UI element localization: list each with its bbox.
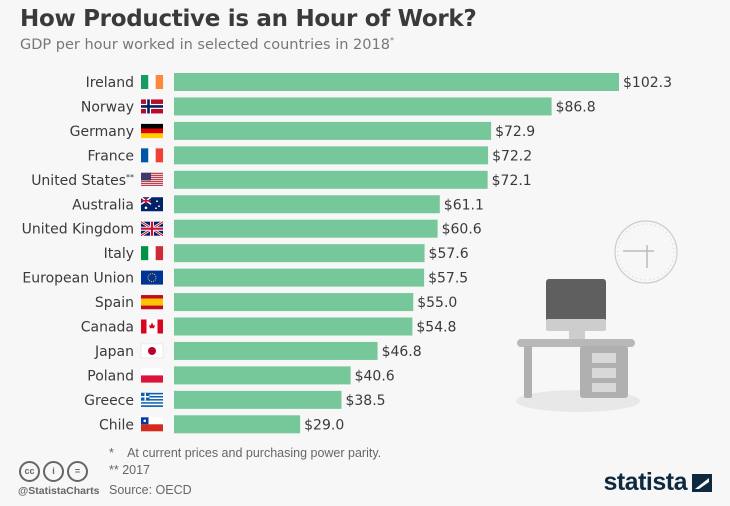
bar (174, 219, 438, 238)
value-label: $60.6 (442, 222, 482, 238)
flag-gb-icon (140, 220, 164, 237)
bar-row: European Union $57.5 (22, 268, 468, 287)
flag-ie-icon (141, 75, 164, 89)
chart-title: How Productive is an Hour of Work? (20, 6, 477, 32)
flag-fr-icon (141, 148, 164, 163)
bar-row: United States** $72.1 (31, 170, 532, 189)
value-label: $102.3 (623, 75, 672, 91)
chart-subtitle: GDP per hour worked in selected countrie… (20, 36, 394, 53)
category-label: Poland (87, 368, 134, 384)
bar (174, 366, 351, 385)
bar (174, 293, 414, 312)
flag-es-icon (141, 295, 163, 310)
bar (174, 170, 488, 189)
category-label: Ireland (86, 75, 134, 91)
value-label: $72.2 (492, 148, 532, 164)
category-label: Canada (81, 320, 134, 336)
bar-row: Greece $38.5 (84, 390, 386, 409)
bar-row: Japan $46.8 (94, 341, 422, 360)
flag-gr-icon (141, 392, 163, 407)
subtitle-text: GDP per hour worked in selected countrie… (20, 36, 390, 53)
bar-row: United Kingdom $60.6 (22, 219, 482, 238)
bar (174, 121, 492, 140)
bar-row: Germany $72.9 (70, 121, 535, 140)
value-label: $46.8 (382, 344, 422, 360)
value-label: $40.6 (355, 368, 395, 384)
bar (174, 244, 425, 263)
flag-ca-icon (141, 319, 163, 334)
footnote-marker: ** (126, 173, 134, 182)
subtitle-footnote-marker: * (389, 36, 394, 45)
bar (174, 97, 552, 116)
bar-row: Ireland $102.3 (86, 73, 672, 91)
desk-icon (516, 279, 640, 412)
desk-illustration (516, 220, 678, 412)
bar (174, 195, 440, 214)
value-label: $57.6 (429, 246, 469, 262)
bar (174, 73, 619, 91)
flag-pl-icon (141, 368, 163, 383)
clock-icon (614, 220, 678, 284)
flag-it-icon (141, 246, 164, 261)
value-label: $72.1 (492, 173, 532, 189)
bar-row: Chile $29.0 (99, 415, 344, 434)
flag-no-icon (141, 99, 163, 114)
bar (174, 415, 301, 434)
attribution-icon[interactable]: i (43, 461, 64, 482)
category-label: France (87, 148, 134, 164)
value-label: $38.5 (345, 393, 385, 409)
category-label: United States** (31, 173, 134, 189)
category-label: Greece (84, 393, 134, 409)
bar (174, 317, 413, 336)
category-label: Italy (104, 246, 134, 262)
bar (174, 268, 425, 287)
bar-chart: Ireland $102.3 Norway $86.8 Germany $72.9 Fran… (22, 73, 678, 434)
bar-row: Spain $55.0 (95, 293, 457, 312)
category-label: Norway (81, 99, 134, 115)
bar-row: Australia $61.1 (72, 195, 484, 214)
footnote-2017: ** 2017 (109, 463, 151, 477)
flag-us-icon (141, 172, 163, 186)
twitter-handle[interactable]: @StatistaCharts (18, 485, 100, 497)
value-label: $72.9 (495, 124, 535, 140)
bar (174, 390, 342, 409)
bar (174, 341, 378, 360)
flag-cl-icon (141, 417, 163, 432)
category-label: Germany (70, 124, 134, 140)
value-label: $86.8 (556, 99, 596, 115)
bar-row: Italy $57.6 (104, 244, 469, 263)
bar-row: Poland $40.6 (87, 366, 395, 385)
value-label: $57.5 (428, 271, 468, 287)
bar-row: France $72.2 (87, 146, 532, 165)
category-label: Australia (72, 197, 134, 213)
flag-eu-icon (141, 270, 163, 285)
category-label: Chile (99, 417, 134, 433)
statista-logo[interactable]: statista (603, 468, 712, 497)
footnote-prices: * At current prices and purchasing power… (109, 446, 382, 460)
category-label: United Kingdom (22, 222, 134, 238)
category-label: European Union (22, 271, 134, 287)
flag-au-icon (140, 196, 163, 212)
value-label: $29.0 (304, 417, 344, 433)
value-label: $55.0 (417, 295, 457, 311)
category-label: Japan (94, 344, 134, 360)
source: Source: OECD (109, 483, 192, 497)
flag-de-icon (141, 123, 163, 139)
value-label: $54.8 (416, 320, 456, 336)
brand-name: statista (603, 468, 687, 496)
flag-jp-icon (140, 343, 164, 359)
bar (174, 146, 489, 165)
category-label: Spain (95, 295, 134, 311)
cc-license-icon[interactable]: cc (19, 461, 40, 482)
bar-row: Norway $86.8 (81, 97, 596, 116)
statista-logo-icon (692, 473, 712, 492)
bar-row: Canada $54.8 (81, 317, 456, 336)
no-derivatives-icon[interactable]: = (67, 461, 88, 482)
value-label: $61.1 (444, 197, 484, 213)
